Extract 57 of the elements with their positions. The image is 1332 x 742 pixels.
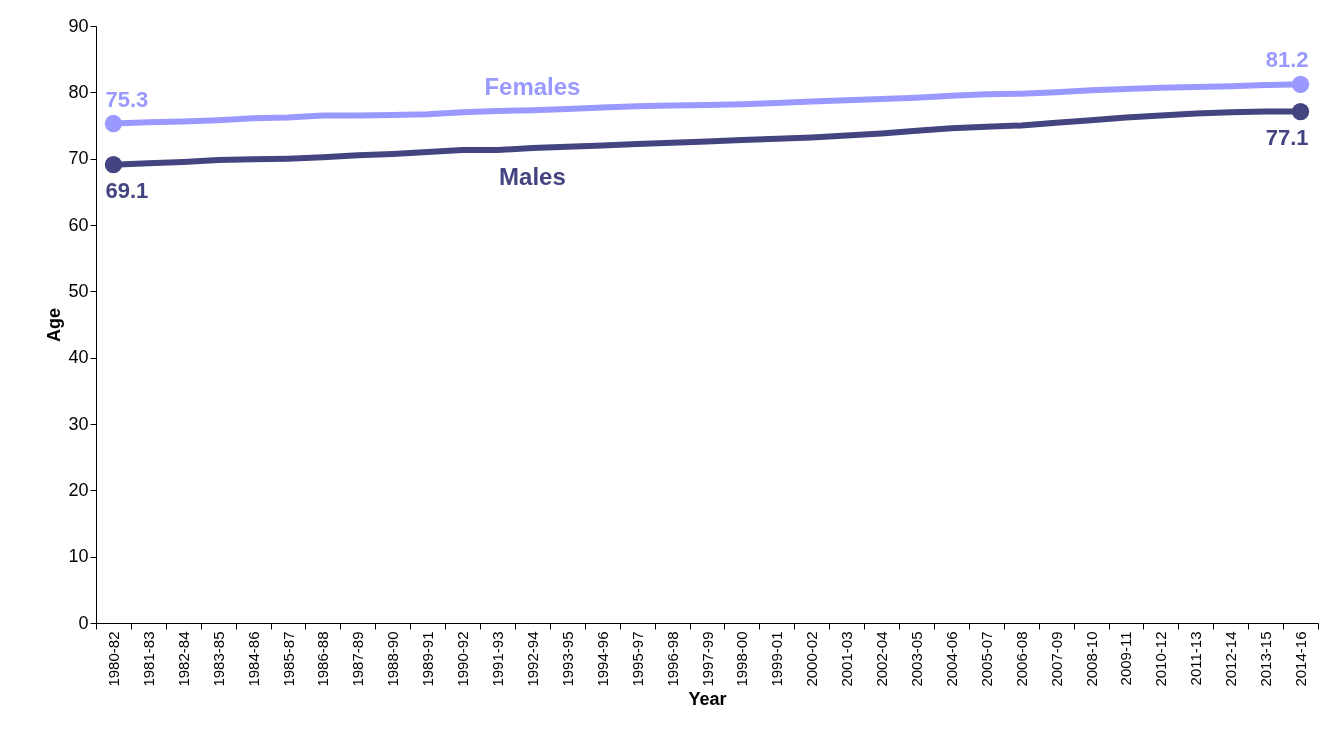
x-tick-label: 1981-83 (139, 631, 157, 687)
x-tick-label: 2009-11 (1117, 631, 1135, 686)
x-tick-label: 1999-01 (768, 631, 786, 687)
x-tick-label: 1998-00 (733, 631, 751, 687)
y-tick-label: 10 (68, 546, 89, 567)
x-tick-label: 2007-09 (1047, 631, 1065, 687)
x-tick-label: 2008-10 (1082, 631, 1100, 687)
data-label: 69.1 (105, 177, 149, 203)
x-tick-label: 2005-07 (977, 631, 995, 687)
x-tick-label: 1986-88 (314, 631, 332, 687)
point (104, 114, 123, 133)
series-label: Females (484, 73, 581, 101)
x-tick-label: 1984-86 (244, 631, 262, 687)
y-tick-label: 90 (68, 15, 89, 36)
x-tick-label: 2011-13 (1187, 631, 1205, 686)
x-tick-label: 2002-04 (873, 631, 891, 687)
data-label: 81.2 (1265, 47, 1309, 73)
y-tick-label: 0 (78, 612, 89, 633)
y-tick-label: 40 (68, 347, 89, 368)
y-tick-label: 50 (68, 280, 89, 301)
x-tick-label: 1980-82 (104, 631, 122, 687)
x-tick-label: 1990-92 (454, 631, 472, 687)
x-tick-label: 2012-14 (1222, 631, 1240, 687)
x-tick-label: 2000-02 (803, 631, 821, 687)
data-label: 77.1 (1265, 124, 1309, 150)
x-tick-label: 1989-91 (419, 631, 437, 687)
x-tick-label: 1995-97 (628, 631, 646, 687)
point (1291, 75, 1310, 94)
x-tick-label: 2001-03 (838, 631, 856, 687)
series-label: Males (499, 163, 566, 191)
x-tick-label: 2003-05 (907, 631, 925, 687)
x-tick-label: 2013-15 (1257, 631, 1275, 687)
x-tick-label: 1985-87 (279, 631, 297, 687)
x-tick-label: 1988-90 (384, 631, 402, 687)
y-axis-title: Age (44, 307, 65, 343)
x-tick-label: 1982-84 (174, 631, 192, 687)
point (104, 155, 123, 174)
y-tick-label: 70 (68, 148, 89, 169)
x-tick-label: 2004-06 (942, 631, 960, 687)
data-label: 75.3 (105, 86, 149, 112)
x-tick-label: 1983-85 (209, 631, 227, 687)
x-tick-label: 1994-96 (593, 631, 611, 687)
y-tick-label: 20 (68, 479, 89, 500)
x-tick-label: 2014-16 (1292, 631, 1310, 687)
x-tick-label: 1996-98 (663, 631, 681, 687)
x-tick-label: 1991-93 (489, 631, 507, 687)
x-axis-title: Year (688, 688, 727, 709)
x-tick-label: 1993-95 (558, 631, 576, 687)
x-tick-label: 2006-08 (1012, 631, 1030, 687)
x-tick-label: 1987-89 (349, 631, 367, 687)
point (1291, 102, 1310, 121)
y-tick-label: 30 (68, 413, 89, 434)
y-tick-label: 60 (68, 214, 89, 235)
x-tick-label: 2010-12 (1152, 631, 1170, 687)
y-tick-label: 80 (68, 81, 89, 102)
x-tick-label: 1997-99 (698, 631, 716, 687)
x-tick-label: 1992-94 (523, 631, 541, 687)
